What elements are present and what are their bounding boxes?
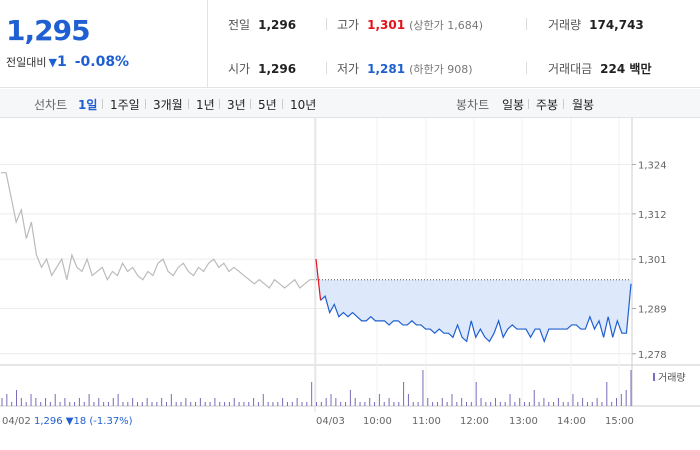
tab-weekly-candle[interactable]: 주봉	[536, 98, 559, 112]
stat-value: 174,743	[589, 18, 644, 32]
divider	[326, 18, 327, 30]
stat-value: 224 백만	[600, 62, 652, 76]
stat-sub: (하한가 908)	[409, 63, 473, 76]
stat-amount: 거래대금 224 백만	[548, 60, 651, 77]
tab-3month[interactable]: 3개월	[153, 98, 183, 112]
stat-label: 거래량	[548, 18, 582, 32]
stock-summary: 1,295 전일대비 ▼1 -0.08% 전일 1,296 시가 1,296 고가 1,3…	[0, 0, 700, 88]
current-price-box: 1,295 전일대비 ▼1 -0.08%	[0, 0, 208, 88]
tab-1year[interactable]: 1년	[196, 98, 215, 112]
volume-legend-swatch	[653, 373, 655, 381]
stat-value: 1,296	[258, 62, 297, 76]
stat-label: 전일	[228, 18, 251, 32]
change-percent: -0.08%	[74, 54, 130, 70]
tab-monthly-candle[interactable]: 월봉	[572, 98, 595, 112]
current-price: 1,295	[6, 14, 91, 47]
stat-sub: (상한가 1,684)	[409, 19, 483, 32]
stat-value: 1,296	[258, 18, 297, 32]
tab-3year[interactable]: 3년	[227, 98, 246, 112]
divider	[219, 99, 220, 109]
tab-1day[interactable]: 1일	[78, 98, 98, 112]
divider	[326, 62, 327, 74]
stat-low: 저가 1,281 (하한가 908)	[337, 60, 473, 77]
divider	[528, 99, 529, 109]
divider	[282, 99, 283, 109]
stat-label: 저가	[337, 62, 360, 76]
x-tick-label: 12:00	[460, 416, 489, 427]
stat-value: 1,301	[367, 18, 406, 32]
change-row: 전일대비 ▼1 -0.08%	[6, 54, 129, 70]
stat-prev-close: 전일 1,296	[228, 16, 296, 33]
x-tick-label: 11:00	[412, 416, 441, 427]
stat-label: 거래대금	[548, 62, 593, 76]
series-line-04-02	[1, 172, 315, 289]
volume-legend-label: 거래량	[658, 372, 686, 384]
divider	[250, 99, 251, 109]
price-chart: 1,324 1,312 1,301 1,289 1,278 거래량 04/02 04/03 10…	[0, 118, 700, 427]
x-tick-label: 15:00	[605, 416, 634, 427]
stat-value: 1,281	[367, 62, 406, 76]
y-tick-label: 1,312	[638, 210, 667, 221]
x-tick-label: 10:00	[363, 416, 392, 427]
prev-day-change-label: 1,296 ▼18 (-1.37%)	[34, 416, 133, 427]
stat-open: 시가 1,296	[228, 60, 296, 77]
change-amount: 1	[56, 54, 67, 70]
x-tick-label: 04/03	[316, 416, 345, 427]
y-tick-label: 1,324	[638, 160, 667, 171]
x-tick-label: 13:00	[509, 416, 538, 427]
divider	[563, 99, 564, 109]
stat-label: 시가	[228, 62, 251, 76]
chart-tabs-bar: 선차트 1일 1주일 3개월 1년 3년 5년 10년 봉차트 일봉 주봉 월봉	[0, 89, 700, 118]
y-tick-label: 1,301	[638, 255, 667, 266]
divider	[145, 99, 146, 109]
down-arrow-icon: ▼	[48, 56, 57, 69]
line-chart-label: 선차트	[34, 98, 68, 112]
divider	[526, 62, 527, 74]
tab-1week[interactable]: 1주일	[110, 98, 140, 112]
tab-10year[interactable]: 10년	[290, 98, 317, 112]
x-tick-label: 04/02	[2, 416, 31, 427]
tab-daily-candle[interactable]: 일봉	[502, 98, 525, 112]
divider	[102, 99, 103, 109]
stat-high: 고가 1,301 (상한가 1,684)	[337, 16, 483, 33]
change-label: 전일대비	[6, 56, 47, 69]
candle-chart-label: 봉차트	[456, 98, 490, 112]
x-tick-label: 14:00	[557, 416, 586, 427]
stat-volume: 거래량 174,743	[548, 16, 644, 33]
stat-label: 고가	[337, 18, 360, 32]
series-line-04-03	[320, 283, 632, 344]
divider	[188, 99, 189, 109]
tab-5year[interactable]: 5년	[258, 98, 277, 112]
opening-spike	[315, 259, 322, 301]
divider	[526, 18, 527, 30]
y-tick-label: 1,278	[638, 350, 667, 361]
y-tick-label: 1,289	[638, 305, 667, 316]
